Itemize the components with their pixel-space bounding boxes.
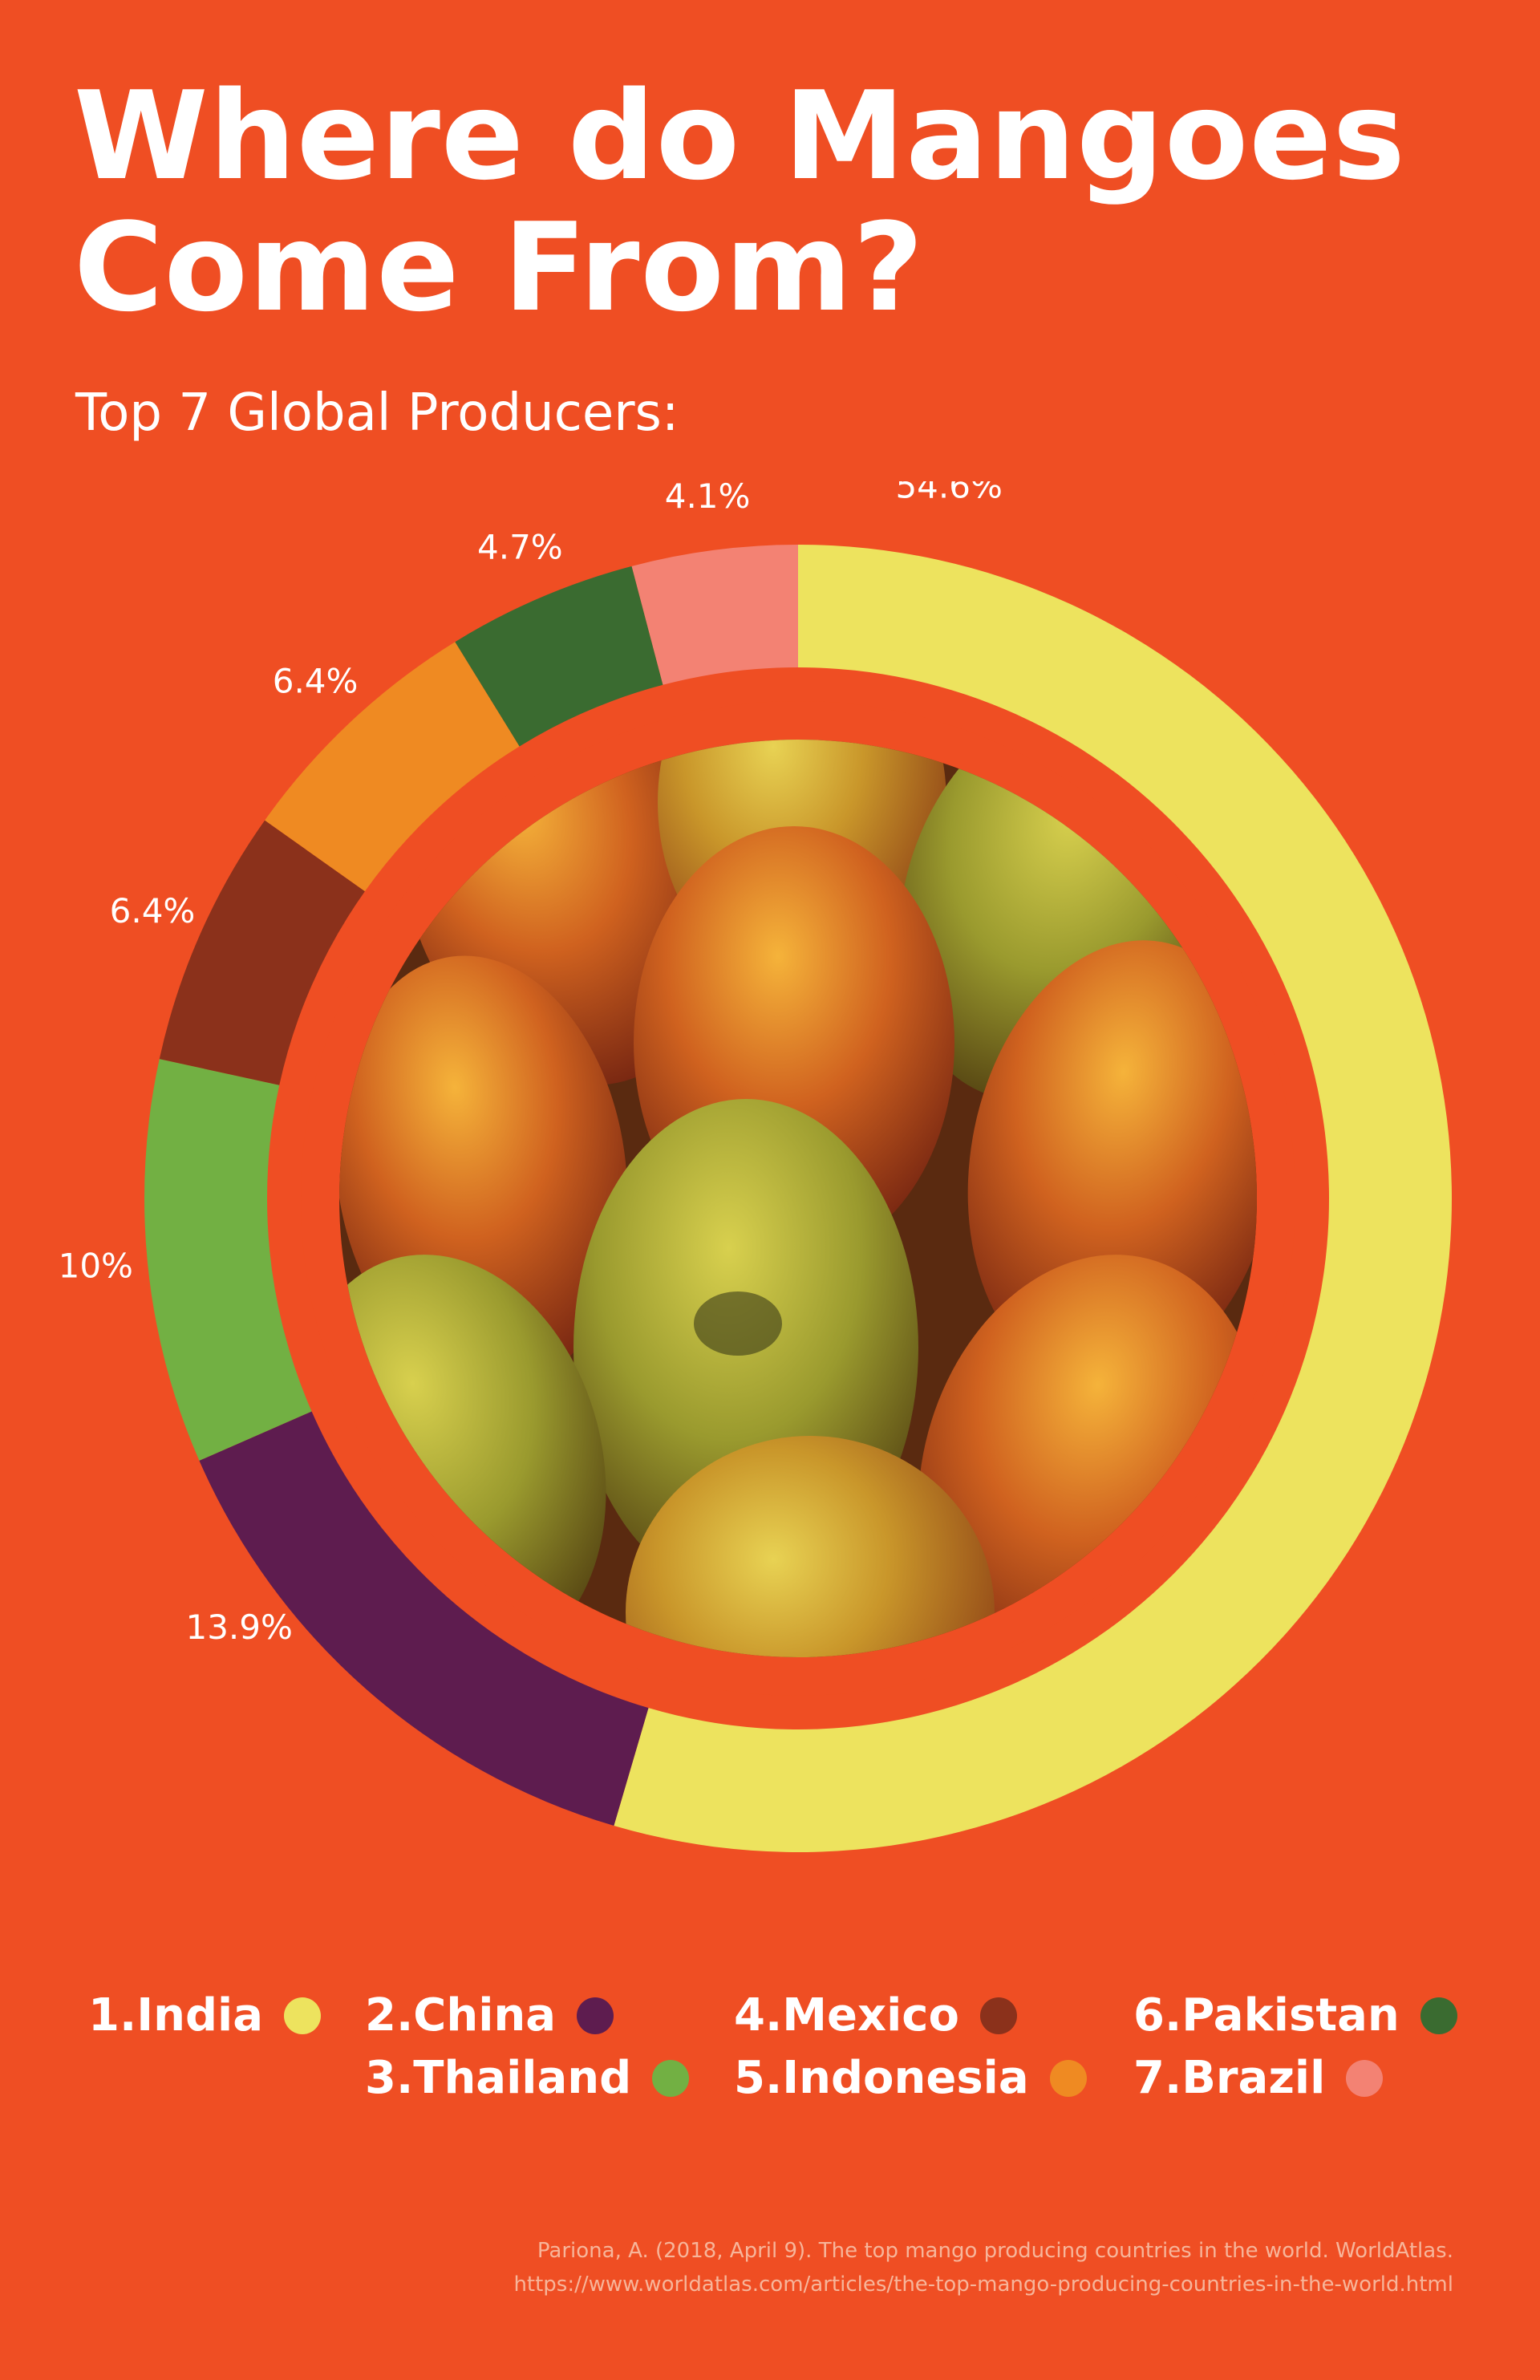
slice-brazil: [631, 545, 798, 685]
value-label-indonesia: 6.4%: [273, 662, 359, 701]
donut-ring: [144, 545, 1452, 1852]
legend-label: 7.Brazil: [1133, 2052, 1326, 2104]
legend-item-6: 6.Pakistan: [1133, 1989, 1457, 2041]
legend-label: 4.Mexico: [734, 1989, 959, 2041]
source-citation: Pariona, A. (2018, April 9). The top man…: [513, 2234, 1453, 2301]
page-title: Where do Mangoes Come From?: [74, 71, 1485, 334]
legend-item-7: 7.Brazil: [1133, 2052, 1384, 2104]
legend-item-3: 3.Thailand: [365, 2052, 690, 2104]
legend-label: 1.India: [88, 1989, 264, 2041]
value-label-pakistan: 4.7%: [477, 528, 563, 567]
donut-chart: 54.6% 13.9% 10% 6.4% 6.4% 4.7% 4.1%: [59, 481, 1452, 1852]
title-line-2: Come From?: [74, 197, 925, 339]
legend: 1.India 2.China 3.Thailand 4.Mexico 5.Indone…: [0, 1989, 1540, 2134]
legend-label: 6.Pakistan: [1133, 1989, 1400, 2041]
slice-indonesia: [265, 642, 520, 892]
legend-color-dot: [1346, 2059, 1384, 2097]
legend-color-dot: [652, 2059, 690, 2097]
legend-item-1: 1.India: [88, 1989, 322, 2041]
legend-item-4: 4.Mexico: [734, 1989, 1017, 2041]
title-line-1: Where do Mangoes: [74, 65, 1406, 207]
legend-label: 3.Thailand: [365, 2052, 632, 2104]
legend-color-dot: [979, 1997, 1017, 2034]
source-line-2: https://www.worldatlas.com/articles/the-…: [513, 2273, 1453, 2297]
value-label-china: 13.9%: [185, 1608, 292, 1647]
legend-label: 2.China: [365, 1989, 557, 2041]
legend-item-5: 5.Indonesia: [734, 2052, 1087, 2104]
value-labels: 54.6% 13.9% 10% 6.4% 6.4% 4.7% 4.1%: [59, 481, 1003, 1647]
value-label-mexico: 6.4%: [110, 891, 196, 931]
slice-thailand: [144, 1059, 312, 1461]
slice-india: [614, 545, 1452, 1852]
value-label-brazil: 4.1%: [665, 481, 751, 516]
slice-mexico: [159, 820, 365, 1085]
legend-item-2: 2.China: [365, 1989, 614, 2041]
source-line-1: Pariona, A. (2018, April 9). The top man…: [537, 2239, 1453, 2263]
mangoes-photo: [339, 740, 1257, 1657]
value-label-india: 54.6%: [895, 481, 1002, 505]
slice-china: [199, 1411, 649, 1826]
legend-color-dot: [1049, 2059, 1087, 2097]
legend-label: 5.Indonesia: [734, 2052, 1029, 2104]
slice-pakistan: [455, 566, 663, 747]
chart-subtitle: Top 7 Global Producers:: [75, 383, 679, 443]
legend-color-dot: [284, 1997, 322, 2034]
value-label-thailand: 10%: [59, 1246, 133, 1285]
legend-color-dot: [577, 1997, 614, 2034]
legend-color-dot: [1420, 1997, 1457, 2034]
